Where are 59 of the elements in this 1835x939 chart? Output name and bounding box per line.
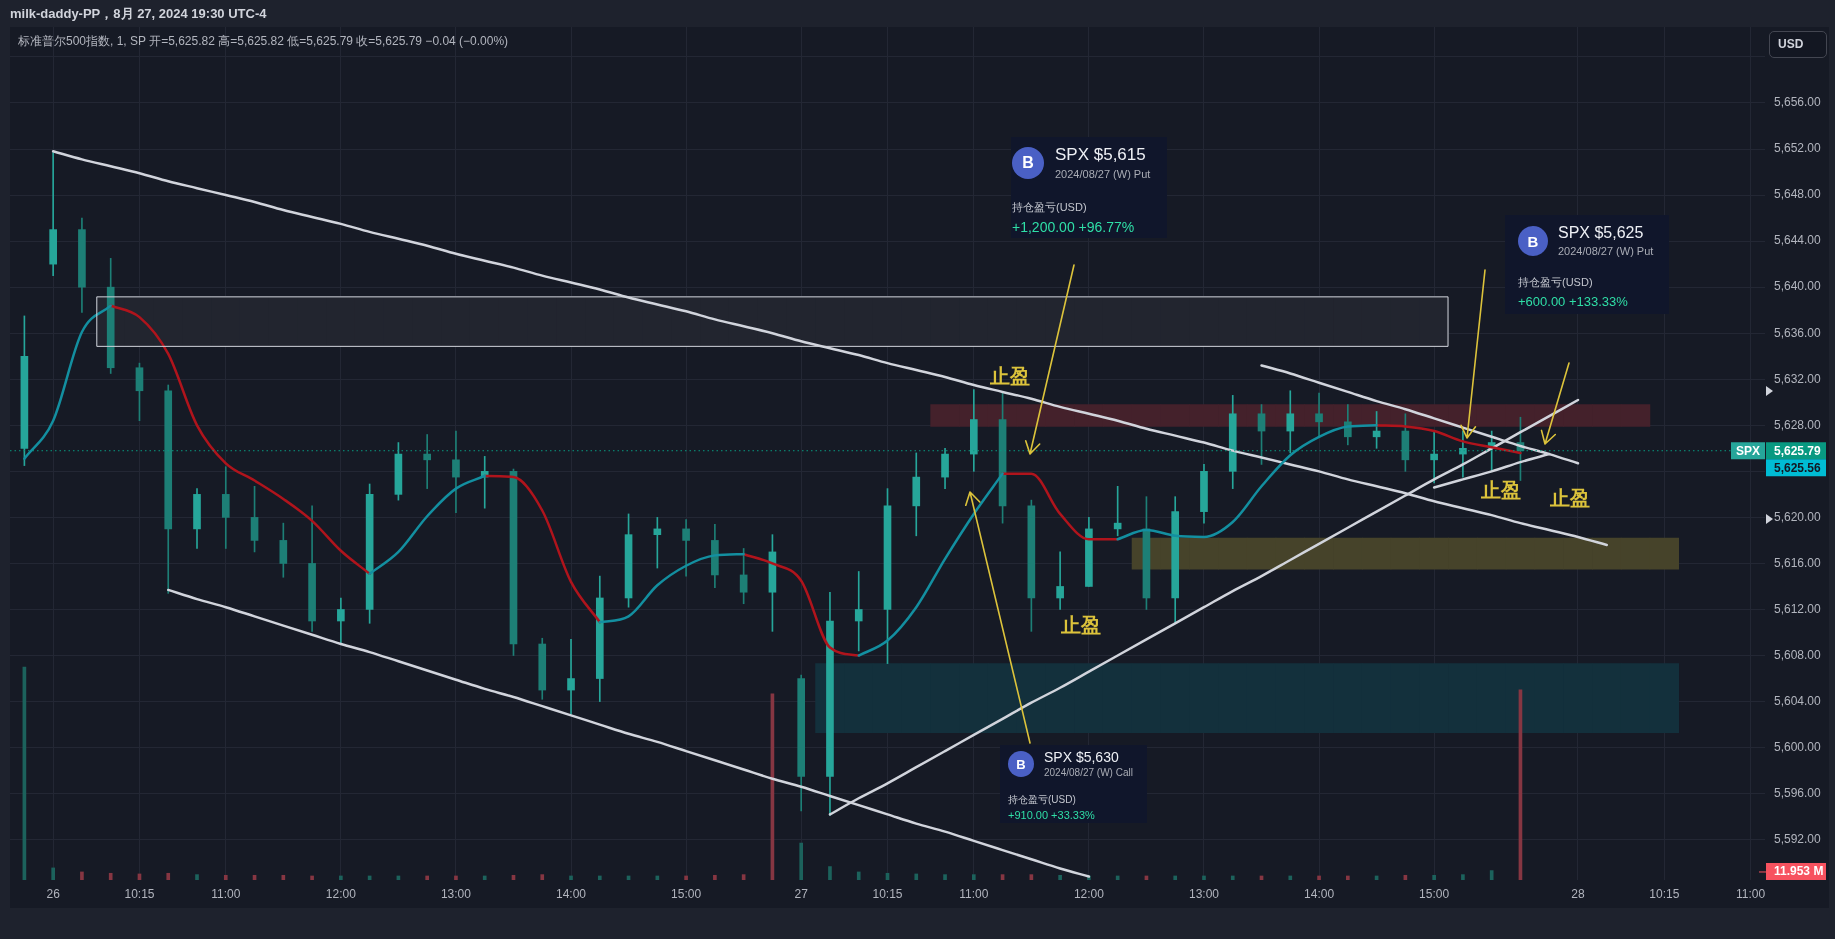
x-tick-label: 11:00 <box>1736 886 1766 901</box>
text: SPX <box>1735 443 1760 458</box>
text: 标准普尔500指数, 1, SP 开=5,625.82 高=5,625.82 低=5,625.79 收=5,625.79 −0.04 (−0.00%) <box>17 34 509 49</box>
x-tick-label: 14:00 <box>556 886 587 901</box>
x-tick-label: 13:00 <box>1188 886 1220 901</box>
badge-icon: B <box>1008 751 1034 777</box>
x-tick-label: 27 <box>794 886 809 901</box>
x-tick-label: 12:00 <box>1073 886 1105 901</box>
x-tick-label: 11:00 <box>959 886 989 901</box>
badge-icon: B <box>1012 147 1044 179</box>
x-tick-label: 11:00 <box>211 886 241 901</box>
x-tick-label: 12:00 <box>325 886 357 901</box>
annotation: 止盈 <box>989 364 1030 387</box>
x-tick-label: 15:00 <box>1419 886 1450 901</box>
x-tick-label: 10:15 <box>1649 886 1680 901</box>
x-tick-label: 28 <box>1571 886 1585 901</box>
x-tick-label: 10:15 <box>872 886 903 901</box>
x-tick-label: 15:00 <box>671 886 702 901</box>
y-tick-label: 5,636.00 <box>1774 325 1822 340</box>
y-tick-label: 5,616.00 <box>1774 555 1822 570</box>
annotation: 2024/08/27 (W) Put <box>1558 245 1654 259</box>
annotation: 持仓盈亏(USD) <box>1012 201 1087 215</box>
y-tick-label: 5,648.00 <box>1774 187 1822 202</box>
y-tick-label: 5,656.00 <box>1774 95 1822 110</box>
y-tick-label: 5,596.00 <box>1774 785 1822 800</box>
annotation: 止盈 <box>1480 478 1521 501</box>
text: 5,625.56 <box>1774 460 1822 475</box>
annotation: +910.00 +33.33% <box>1008 809 1095 823</box>
y-tick-label: 5,652.00 <box>1774 141 1822 156</box>
x-tick-label: 13:00 <box>440 886 472 901</box>
annotation: SPX $5,630 <box>1044 748 1119 766</box>
y-tick-label: 5,612.00 <box>1774 601 1822 616</box>
x-tick-label: 26 <box>46 886 61 901</box>
x-tick-label: 10:15 <box>124 886 155 901</box>
annotation: 2024/08/27 (W) Put <box>1055 168 1151 182</box>
annotation: SPX $5,625 <box>1558 223 1644 243</box>
ref-line-label: 5,625.79 <box>1774 443 1822 458</box>
y-tick-label: 5,644.00 <box>1774 233 1822 248</box>
chart-title: milk-daddy-PP，8月 27, 2024 19:30 UTC-4 <box>10 5 268 21</box>
y-tick-label: 5,632.00 <box>1774 371 1822 386</box>
annotation: +1,200.00 +96.77% <box>1012 218 1135 236</box>
y2-tick-label: 11.953 M <box>1774 864 1824 879</box>
annotation: 2024/08/27 (W) Call <box>1044 767 1133 779</box>
y-tick-label: 5,592.00 <box>1774 832 1822 847</box>
annotation: 止盈 <box>1549 486 1590 509</box>
currency-button: USD <box>1769 31 1827 58</box>
annotation: 持仓盈亏(USD) <box>1518 276 1593 290</box>
x-tick-label: 14:00 <box>1304 886 1335 901</box>
y-tick-label: 5,640.00 <box>1774 279 1822 294</box>
y-tick-label: 5,628.00 <box>1774 417 1822 432</box>
annotation: SPX $5,615 <box>1055 144 1146 166</box>
annotation: +600.00 +133.33% <box>1518 294 1628 310</box>
y-tick-label: 5,604.00 <box>1774 693 1822 708</box>
annotation: 持仓盈亏(USD) <box>1008 794 1076 806</box>
badge-icon: B <box>1518 226 1548 256</box>
y-tick-label: 5,600.00 <box>1774 739 1822 754</box>
y-tick-label: 5,620.00 <box>1774 509 1822 524</box>
annotation: 止盈 <box>1060 613 1101 636</box>
y-tick-label: 5,608.00 <box>1774 647 1822 662</box>
